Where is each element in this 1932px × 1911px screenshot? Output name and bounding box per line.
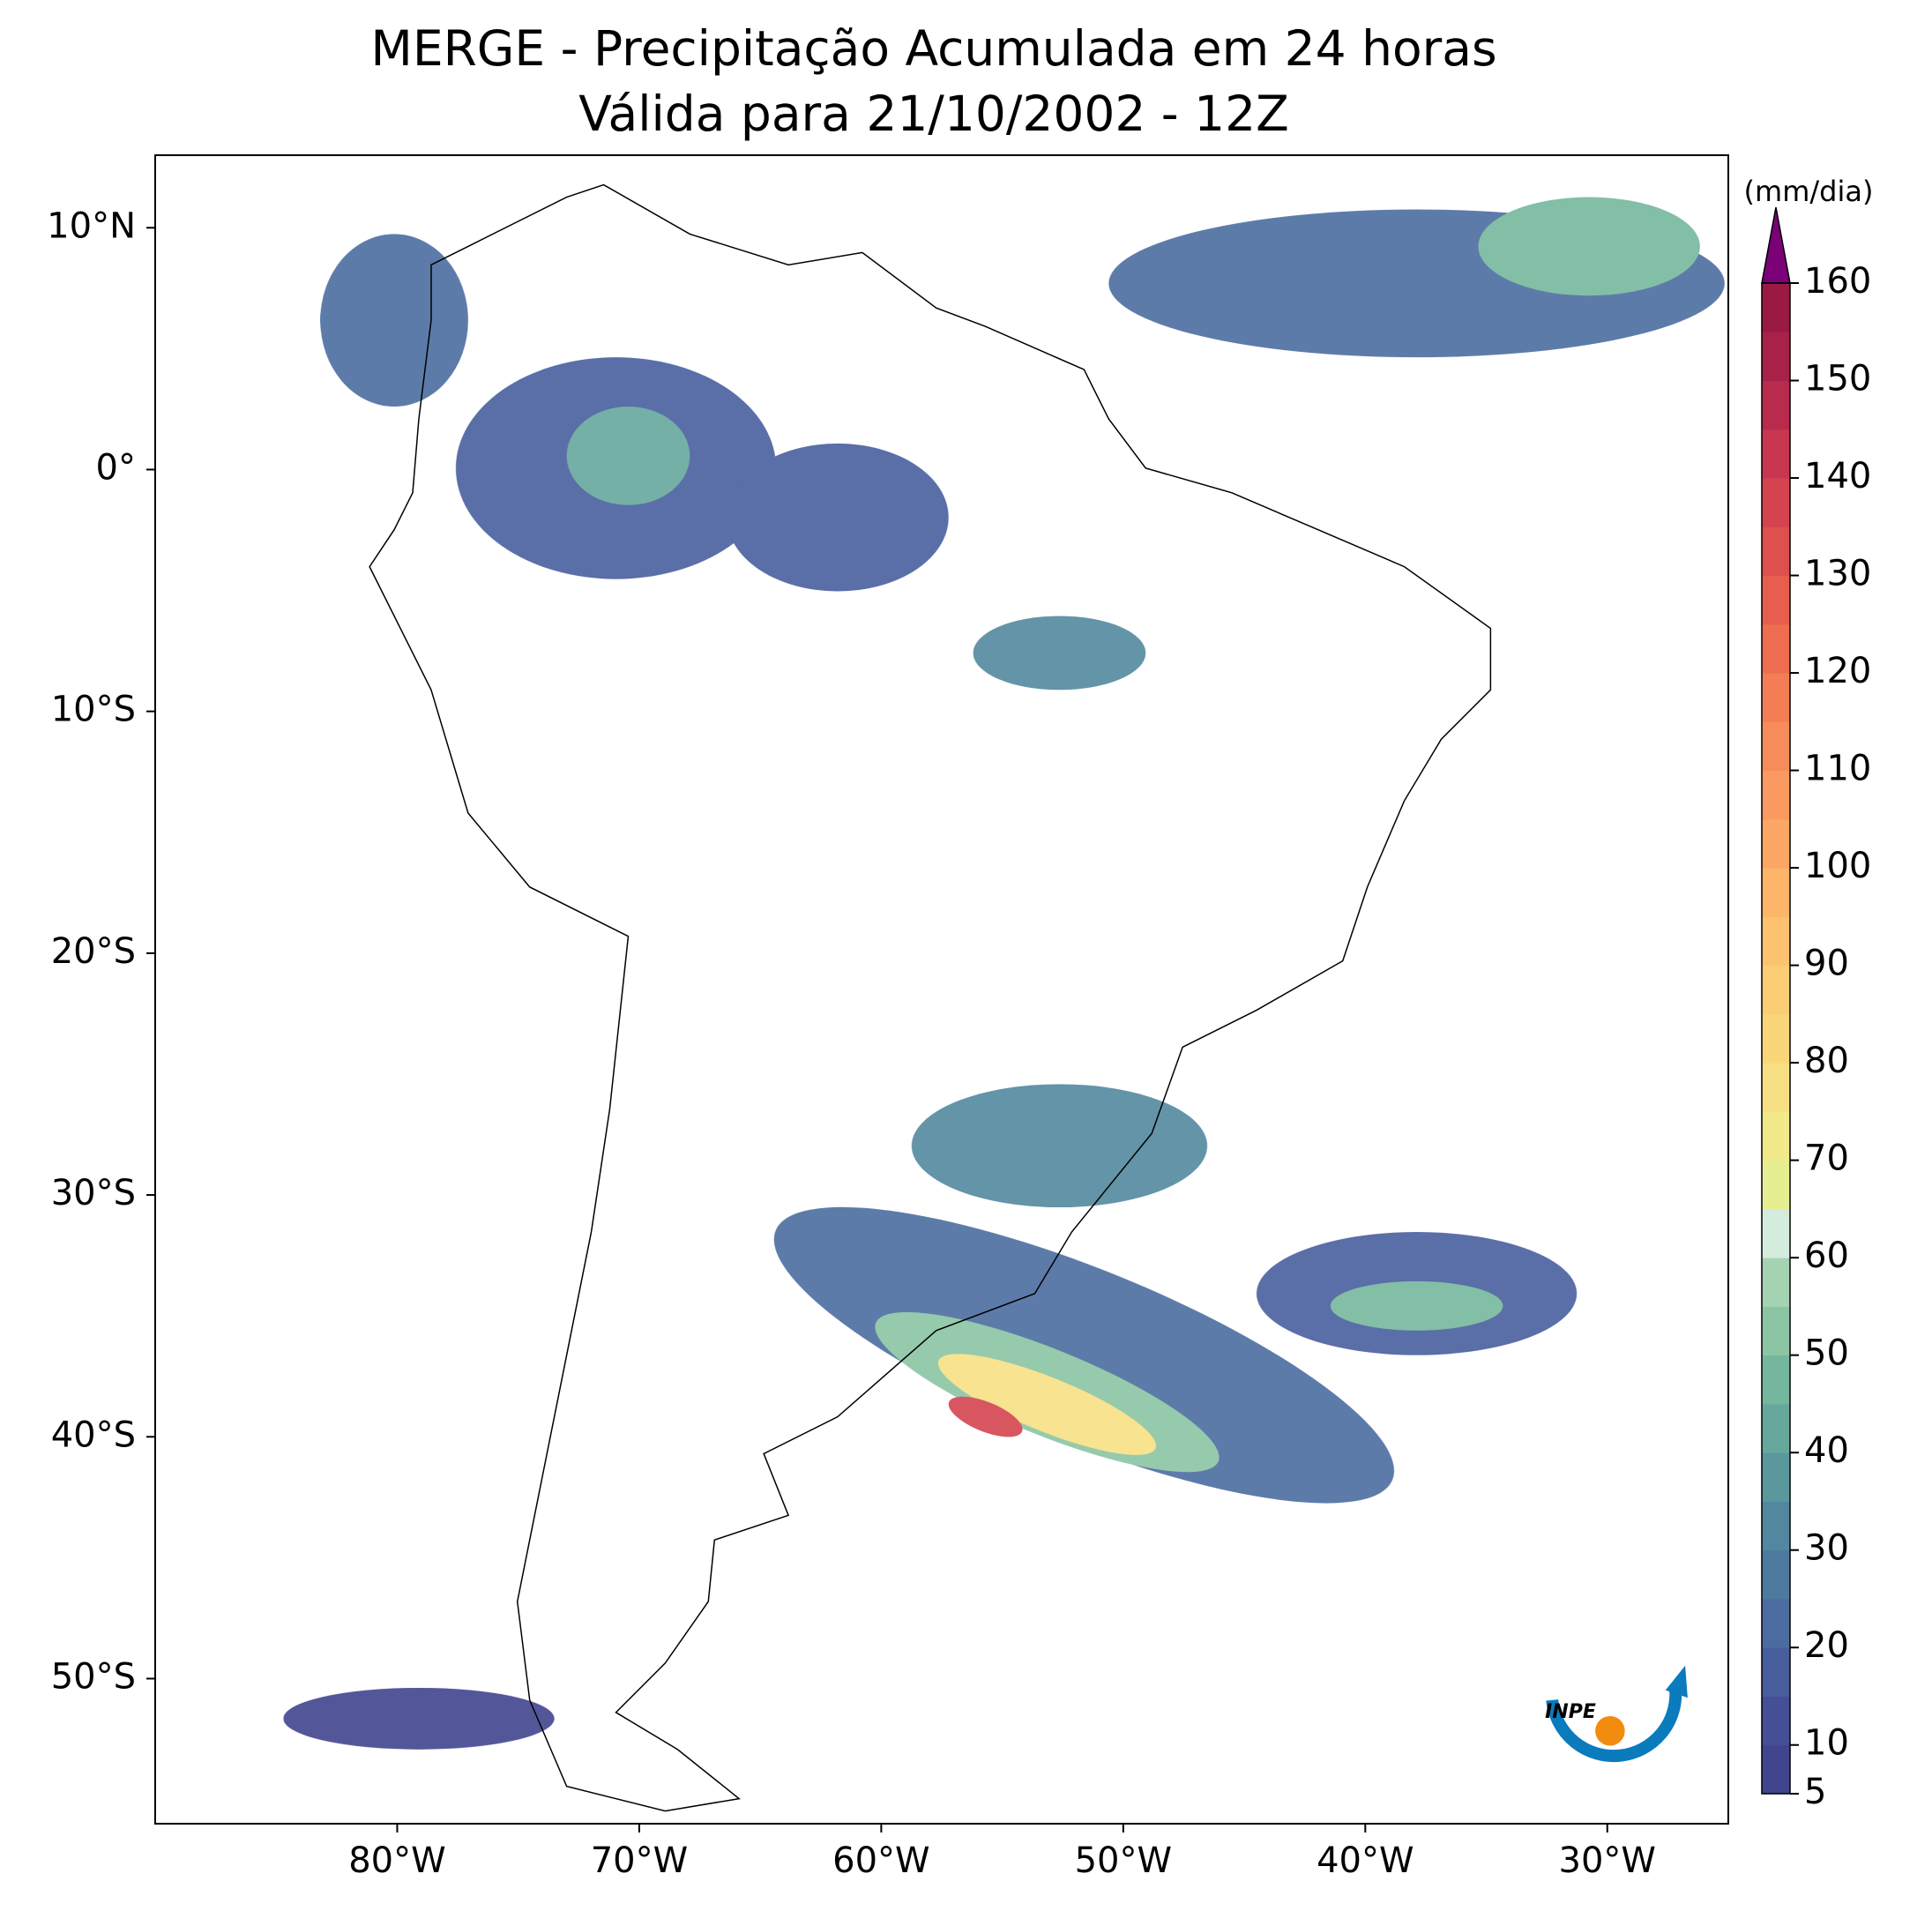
colorbar-band xyxy=(1762,1549,1790,1600)
precip-area xyxy=(1478,197,1700,296)
colorbar-band xyxy=(1762,1063,1790,1112)
colorbar-band xyxy=(1762,1111,1790,1161)
colorbar-tick-label: 70 xyxy=(1804,1138,1849,1179)
colorbar-band xyxy=(1762,623,1790,674)
inpe-logo xyxy=(1546,1665,1688,1763)
precip-area xyxy=(948,1396,1023,1437)
colorbar-band xyxy=(1762,1501,1790,1551)
colorbar-label: (mm/dia) xyxy=(1744,175,1874,208)
colorbar-band xyxy=(1762,1647,1790,1697)
colorbar-tick-label: 150 xyxy=(1804,359,1871,399)
colorbar-band xyxy=(1762,721,1790,772)
colorbar-tick-label: 140 xyxy=(1804,456,1871,496)
frame xyxy=(154,154,1729,1825)
colorbar-tick-label: 130 xyxy=(1804,554,1871,594)
coastline xyxy=(369,185,1490,1811)
colorbar-band xyxy=(1762,283,1790,332)
precip-area xyxy=(566,407,690,505)
colorbar-tick-label: 100 xyxy=(1804,846,1871,886)
precip-area xyxy=(1330,1280,1503,1331)
colorbar-band xyxy=(1762,380,1790,430)
x-tick-label: 60°W xyxy=(832,1840,929,1881)
colorbar-band xyxy=(1762,1355,1790,1405)
colorbar-band xyxy=(1762,1452,1790,1502)
x-tick-label: 80°W xyxy=(348,1840,445,1881)
colorbar-band xyxy=(1762,1306,1790,1356)
x-tick-label: 50°W xyxy=(1075,1840,1172,1881)
logo-arc xyxy=(1546,1687,1682,1763)
colorbar-band xyxy=(1762,818,1790,869)
colorbar-tick-label: 10 xyxy=(1804,1723,1849,1764)
colorbar-tick-label: 30 xyxy=(1804,1528,1849,1569)
y-tick-label: 20°S xyxy=(51,931,136,972)
precip-area xyxy=(773,1206,1394,1504)
colorbar-band xyxy=(1762,1013,1790,1064)
colorbar-tick-label: 40 xyxy=(1804,1430,1849,1471)
colorbar-band xyxy=(1762,429,1790,479)
colorbar-band xyxy=(1762,916,1790,967)
x-tick-label: 70°W xyxy=(591,1840,688,1881)
colorbar-band xyxy=(1762,1598,1790,1648)
precip-area xyxy=(283,1687,555,1750)
colorbar-band xyxy=(1762,770,1790,820)
colorbar-frame xyxy=(1761,282,1791,1795)
x-tick-label: 40°W xyxy=(1317,1840,1414,1881)
colorbar-tick-label: 60 xyxy=(1804,1235,1849,1276)
y-tick-label: 40°S xyxy=(51,1415,136,1455)
colorbar-band xyxy=(1762,1696,1790,1746)
colorbar-band xyxy=(1762,868,1790,917)
colorbar-band xyxy=(1762,1258,1790,1307)
colorbar-band xyxy=(1762,575,1790,625)
chart-title: MERGE - Precipitação Acumulada em 24 hor… xyxy=(370,20,1496,77)
precip-area xyxy=(937,1354,1157,1455)
colorbar-band xyxy=(1762,1208,1790,1258)
precip-area xyxy=(727,443,949,592)
y-tick-label: 0° xyxy=(96,447,136,488)
y-tick-label: 10°N xyxy=(47,205,136,246)
y-tick-label: 10°S xyxy=(51,690,136,730)
colorbar-band xyxy=(1762,332,1790,382)
colorbar-extend xyxy=(1761,206,1791,284)
y-tick-label: 30°S xyxy=(51,1173,136,1213)
chart-subtitle: Válida para 21/10/2002 - 12Z xyxy=(578,86,1289,142)
colorbar-tick-label: 120 xyxy=(1804,651,1871,691)
colorbar-band xyxy=(1762,1744,1790,1795)
colorbar-band xyxy=(1762,1160,1790,1210)
y-tick-label: 50°S xyxy=(51,1656,136,1697)
precip-area xyxy=(320,234,468,407)
colorbar-band xyxy=(1762,673,1790,722)
colorbar-tick-label: 80 xyxy=(1804,1041,1849,1081)
colorbar-tick-label: 110 xyxy=(1804,749,1871,789)
precip-areas xyxy=(283,197,1725,1750)
colorbar-tick-label: 20 xyxy=(1804,1625,1849,1666)
precip-area xyxy=(973,616,1146,690)
colorbar-tick-label: 160 xyxy=(1804,261,1871,302)
colorbar-tick-label: 5 xyxy=(1804,1772,1826,1812)
colorbar-band xyxy=(1762,965,1790,1015)
logo-arrow xyxy=(1665,1665,1688,1698)
colorbar-tick-label: 90 xyxy=(1804,944,1849,984)
colorbar-tick-label: 50 xyxy=(1804,1333,1849,1374)
colorbar-band xyxy=(1762,478,1790,527)
logo-text: INPE xyxy=(1545,1701,1596,1723)
precip-area xyxy=(911,1084,1208,1208)
logo-dot xyxy=(1595,1716,1625,1746)
colorbar-band xyxy=(1762,1403,1790,1453)
x-tick-label: 30°W xyxy=(1559,1840,1656,1881)
map-layer xyxy=(283,185,1725,1811)
colorbar-band xyxy=(1762,526,1790,577)
